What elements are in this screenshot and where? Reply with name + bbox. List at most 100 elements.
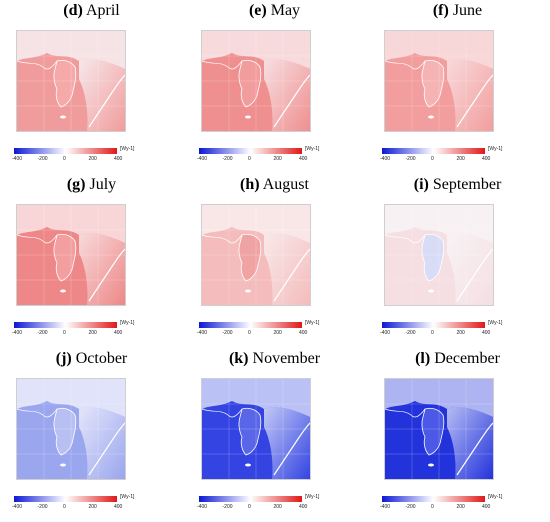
east-sea-area xyxy=(264,233,310,305)
panel-month: June xyxy=(448,2,483,19)
panel-month: April xyxy=(82,2,120,19)
coastline xyxy=(385,408,426,418)
colorbar-tick-label: 200 xyxy=(456,156,465,162)
colorbar-tick-label: 400 xyxy=(299,504,308,510)
colorbar-tick-label: 400 xyxy=(482,504,491,510)
panel-letter: (i) xyxy=(413,176,429,193)
jeju-island xyxy=(60,115,66,119)
colorbar-unit: [Wy-1] xyxy=(488,494,503,500)
colorbar-tick-label: 200 xyxy=(88,156,97,162)
panel-title: (j) October xyxy=(0,348,183,370)
panel-title: (g) July xyxy=(0,174,183,196)
colorbar-tick-label: 200 xyxy=(273,156,282,162)
colorbar-tick-label: -400 xyxy=(12,504,23,510)
colorbar-tick-label: -200 xyxy=(405,504,416,510)
jeju-island xyxy=(428,115,434,119)
map-image xyxy=(16,378,126,480)
peninsula-shape xyxy=(53,59,77,108)
east-sea-area xyxy=(447,407,493,479)
colorbar-ticks: -400 -200 0 200 400 xyxy=(12,156,142,166)
map-image xyxy=(201,378,311,480)
panel-letter: (e) xyxy=(248,2,267,19)
panel-month: November xyxy=(248,350,321,367)
colorbar-ticks: -400 -200 0 200 400 xyxy=(197,330,327,340)
colorbar-tick-label: 200 xyxy=(273,330,282,336)
colorbar-tick-label: 200 xyxy=(456,330,465,336)
colorbar-tick-label: 0 xyxy=(248,156,251,162)
colorbar-tick-label: 400 xyxy=(482,156,491,162)
colorbar-tick-label: -200 xyxy=(405,330,416,336)
colorbar-tick-label: 400 xyxy=(114,330,123,336)
colorbar-unit: [Wy-1] xyxy=(120,320,135,326)
peninsula-shape xyxy=(238,407,262,456)
panel-letter: (j) xyxy=(55,350,72,367)
japan-coastline xyxy=(88,422,125,476)
colorbar-ticks: -400 -200 0 200 400 xyxy=(380,156,510,166)
east-sea-area xyxy=(447,233,493,305)
map-image xyxy=(201,204,311,306)
colorbar-tick-label: -400 xyxy=(12,156,23,162)
colorbar-tick-label: -400 xyxy=(380,504,391,510)
coastline xyxy=(202,60,243,70)
jeju-island xyxy=(245,463,251,467)
panel-month: August xyxy=(259,176,309,193)
colorbar-tick-label: 0 xyxy=(63,330,66,336)
panel-month: September xyxy=(428,176,502,193)
jeju-island xyxy=(60,463,66,467)
colorbar-tick-label: -200 xyxy=(222,504,233,510)
coastline xyxy=(202,408,243,418)
colorbar-tick-label: 0 xyxy=(63,504,66,510)
colorbar-tick-label: 400 xyxy=(299,156,308,162)
panel-letter: (g) xyxy=(66,176,86,193)
peninsula-shape xyxy=(421,407,445,456)
japan-coastline xyxy=(456,422,493,476)
map-panel: (h) August -400 -200 0 200 400 [Wy-1] xyxy=(183,174,366,348)
map-image xyxy=(16,30,126,132)
colorbar-tick-label: -200 xyxy=(37,504,48,510)
peninsula-shape xyxy=(238,59,262,108)
panel-month: July xyxy=(85,176,117,193)
map-image xyxy=(384,204,494,306)
colorbar xyxy=(382,322,485,328)
colorbar xyxy=(199,496,302,502)
colorbar-tick-label: 0 xyxy=(63,156,66,162)
colorbar-unit: [Wy-1] xyxy=(305,494,320,500)
japan-coastline xyxy=(273,422,310,476)
map-panel: (d) April -400 -200 0 200 400 [Wy-1] xyxy=(0,0,183,174)
colorbar xyxy=(199,148,302,154)
colorbar-ticks: -400 -200 0 200 400 xyxy=(380,330,510,340)
panel-letter: (d) xyxy=(63,2,83,19)
peninsula-shape xyxy=(238,233,262,282)
coastline xyxy=(17,408,58,418)
colorbar-ticks: -400 -200 0 200 400 xyxy=(12,504,142,514)
east-sea-area xyxy=(264,59,310,131)
colorbar-tick-label: -200 xyxy=(405,156,416,162)
colorbar-tick-label: -400 xyxy=(197,156,208,162)
panel-month: October xyxy=(71,350,128,367)
map-panel: (f) June -400 -200 0 200 400 [Wy-1] xyxy=(366,0,549,174)
jeju-island xyxy=(428,289,434,293)
east-sea-area xyxy=(264,407,310,479)
colorbar-tick-label: 400 xyxy=(114,156,123,162)
colorbar-tick-label: -200 xyxy=(37,330,48,336)
colorbar-unit: [Wy-1] xyxy=(488,320,503,326)
colorbar xyxy=(14,148,117,154)
colorbar-ticks: -400 -200 0 200 400 xyxy=(12,330,142,340)
panel-title: (e) May xyxy=(183,0,366,22)
colorbar-tick-label: 200 xyxy=(273,504,282,510)
colorbar xyxy=(382,496,485,502)
east-sea-area xyxy=(79,59,125,131)
colorbar xyxy=(199,322,302,328)
east-sea-area xyxy=(79,233,125,305)
map-image xyxy=(16,204,126,306)
map-panel: (l) December -400 -200 0 200 400 [Wy-1] xyxy=(366,348,549,522)
colorbar xyxy=(14,322,117,328)
panel-letter: (l) xyxy=(415,350,431,367)
colorbar-tick-label: 400 xyxy=(299,330,308,336)
peninsula-shape xyxy=(421,59,445,108)
colorbar-tick-label: 0 xyxy=(431,330,434,336)
jeju-island xyxy=(428,463,434,467)
coastline xyxy=(385,234,426,244)
east-sea-area xyxy=(447,59,493,131)
jeju-island xyxy=(245,115,251,119)
